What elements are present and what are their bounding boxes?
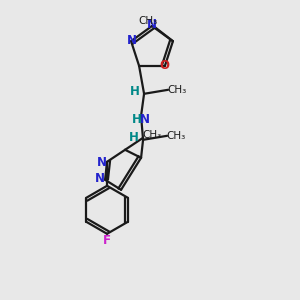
Text: H: H [129, 131, 139, 144]
Text: N: N [97, 156, 107, 169]
Text: CH₃: CH₃ [167, 85, 187, 95]
Text: F: F [103, 234, 111, 247]
Text: N: N [140, 113, 150, 126]
Text: O: O [159, 59, 169, 72]
Text: H: H [130, 85, 140, 98]
Text: CH₃: CH₃ [142, 130, 162, 140]
Text: H: H [132, 113, 142, 126]
Text: CH₃: CH₃ [167, 131, 186, 141]
Text: N: N [147, 19, 157, 32]
Text: N: N [95, 172, 105, 185]
Text: N: N [127, 34, 137, 47]
Text: CH₃: CH₃ [138, 16, 158, 26]
